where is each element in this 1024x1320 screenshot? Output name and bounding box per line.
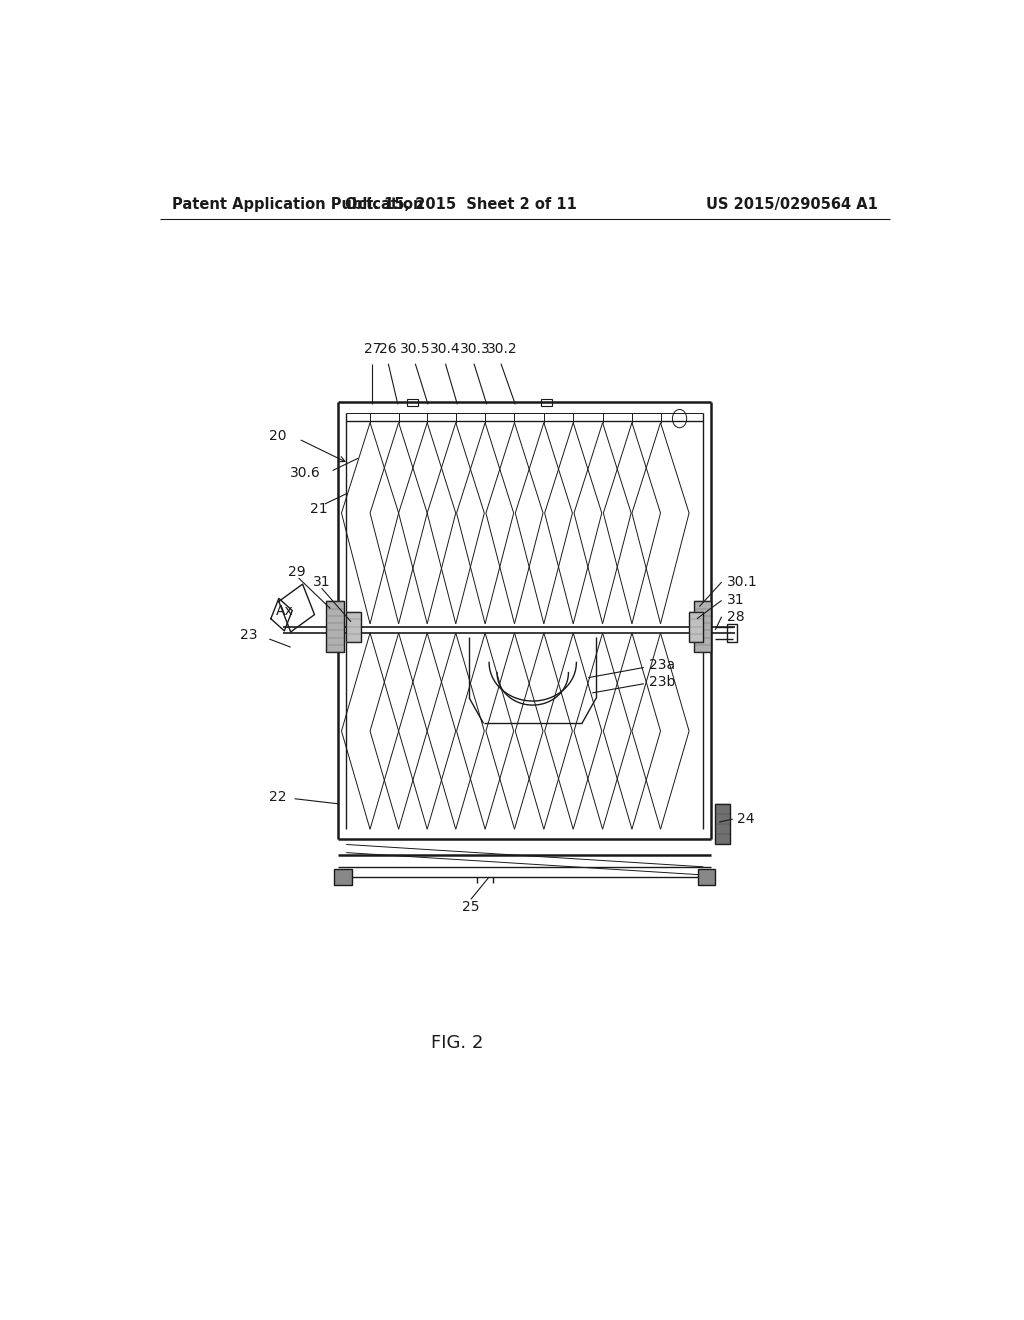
Bar: [346, 611, 360, 642]
Text: 31: 31: [727, 594, 744, 607]
Text: 29: 29: [288, 565, 306, 579]
Text: Ax: Ax: [275, 603, 293, 618]
Bar: [541, 399, 552, 407]
Text: 20: 20: [269, 429, 287, 444]
Bar: [715, 804, 729, 845]
Text: FIG. 2: FIG. 2: [431, 1034, 483, 1052]
Text: 30.1: 30.1: [727, 576, 758, 589]
Bar: [727, 624, 736, 642]
Text: 21: 21: [309, 502, 328, 516]
Bar: [408, 399, 419, 407]
Text: 30.5: 30.5: [400, 342, 431, 356]
Text: 27: 27: [364, 342, 381, 356]
Bar: [694, 602, 712, 652]
Bar: [327, 602, 344, 652]
Text: 28: 28: [727, 610, 744, 623]
Text: 22: 22: [269, 789, 287, 804]
Text: 30.2: 30.2: [487, 342, 518, 356]
Text: 26: 26: [380, 342, 397, 356]
Text: 30.4: 30.4: [430, 342, 461, 356]
Text: 30.3: 30.3: [460, 342, 490, 356]
Bar: [689, 611, 703, 642]
Bar: [697, 869, 715, 886]
Text: Patent Application Publication: Patent Application Publication: [172, 197, 423, 211]
Text: 25: 25: [462, 900, 479, 915]
Text: 23b: 23b: [648, 675, 675, 689]
Text: 31: 31: [312, 576, 331, 589]
Text: US 2015/0290564 A1: US 2015/0290564 A1: [707, 197, 878, 211]
Text: 24: 24: [737, 812, 755, 826]
Text: 23: 23: [240, 628, 257, 642]
Text: 30.6: 30.6: [290, 466, 321, 480]
Text: Oct. 15, 2015  Sheet 2 of 11: Oct. 15, 2015 Sheet 2 of 11: [345, 197, 578, 211]
Text: 23a: 23a: [648, 659, 675, 672]
Bar: [334, 869, 352, 886]
